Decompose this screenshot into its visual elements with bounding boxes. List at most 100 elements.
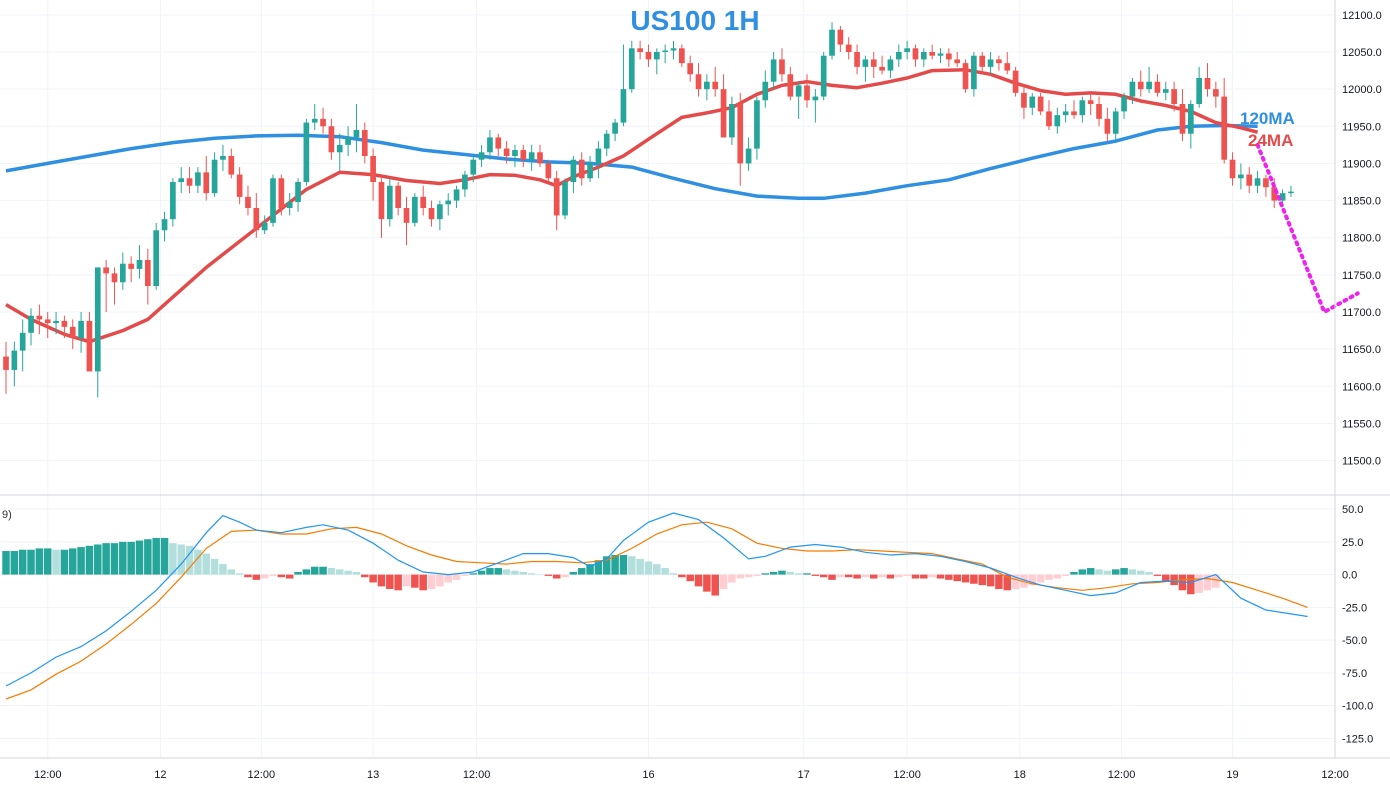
candle-body	[445, 200, 452, 205]
macd-histogram-bar	[1170, 574, 1178, 586]
macd-histogram-bar	[936, 574, 945, 579]
candle-body	[228, 156, 235, 175]
macd-histogram-bar	[844, 574, 853, 578]
price-tick-label: 11850.0	[1342, 196, 1381, 208]
candle-body	[503, 148, 510, 156]
candle-body	[94, 267, 101, 372]
candle-body	[1263, 178, 1269, 188]
candle	[128, 256, 134, 283]
candle-body	[145, 260, 151, 286]
macd-histogram-bar	[953, 574, 961, 582]
macd-histogram-bar	[661, 568, 669, 575]
candle	[220, 144, 226, 171]
macd-histogram-bar	[194, 549, 202, 575]
candle	[153, 222, 160, 290]
candle-body	[1213, 89, 1219, 97]
candle	[261, 215, 268, 234]
candle-body	[69, 326, 76, 338]
candle-body	[1246, 174, 1253, 186]
macd-histogram-bar	[761, 573, 770, 575]
candle-body	[470, 159, 477, 175]
candle-body	[170, 182, 176, 220]
candle-body	[870, 59, 877, 67]
macd-histogram-bar	[794, 573, 803, 575]
time-tick-label: 12:00	[34, 769, 62, 781]
macd-histogram-bar	[244, 574, 252, 578]
macd-histogram-bar	[836, 574, 845, 578]
macd-histogram-bar	[35, 548, 44, 575]
candle-body	[1104, 118, 1111, 134]
candle-body	[770, 59, 777, 82]
macd-histogram-bar	[861, 574, 870, 578]
macd-tick-label: -125.0	[1342, 733, 1373, 745]
candle-body	[795, 85, 802, 97]
macd-histogram-bar	[602, 556, 611, 575]
candle-body	[562, 182, 568, 216]
candle	[228, 148, 235, 179]
candle-body	[1187, 104, 1194, 134]
candle-body	[520, 150, 527, 160]
macd-histogram-bar	[85, 545, 94, 575]
candle	[1129, 78, 1136, 104]
time-tick-label: 12:00	[463, 769, 491, 781]
candle-body	[261, 222, 268, 231]
candle	[353, 104, 360, 153]
candle	[1171, 81, 1177, 112]
macd-histogram-bar	[1011, 574, 1020, 590]
candle	[812, 89, 819, 123]
candle-body	[386, 185, 393, 220]
macd-histogram-bar	[77, 547, 85, 575]
candle-body	[578, 159, 585, 179]
candle	[103, 260, 109, 312]
macd-histogram-bar	[803, 573, 811, 575]
macd-histogram-bar	[911, 574, 920, 579]
macd-histogram-bar	[903, 574, 911, 576]
candle	[520, 144, 527, 168]
macd-histogram-bar	[43, 548, 52, 575]
ma120-line	[5, 123, 1258, 201]
candle	[328, 118, 335, 160]
macd-histogram-bar	[18, 549, 27, 575]
macd-histogram-bar	[202, 553, 211, 575]
candle-body	[128, 263, 134, 269]
macd-histogram-bar	[986, 574, 995, 587]
candle	[1004, 52, 1011, 75]
macd-histogram-bar	[127, 541, 135, 575]
candle-body	[1029, 96, 1036, 108]
candle	[612, 118, 618, 142]
candle	[1146, 66, 1152, 93]
candle-body	[186, 178, 193, 186]
candle-body	[545, 163, 552, 179]
candle-body	[679, 48, 685, 64]
candle	[528, 144, 535, 171]
macd-histogram-bar	[819, 574, 828, 578]
candle-body	[603, 133, 610, 149]
macd-histogram-bar	[461, 574, 469, 576]
time-tick-label: 19	[1226, 769, 1238, 781]
macd-tick-label: 25.0	[1342, 537, 1363, 549]
time-tick-label: 17	[798, 769, 810, 781]
candle	[478, 144, 485, 168]
macd-histogram-bar	[52, 549, 60, 575]
candle	[428, 200, 435, 227]
candle-body	[1121, 96, 1127, 112]
macd-histogram-bar	[928, 574, 936, 578]
candle-body	[595, 148, 602, 164]
macd-histogram-bar	[1111, 569, 1120, 575]
candle-body	[403, 208, 410, 223]
candle-body	[1137, 81, 1144, 90]
candle	[412, 193, 418, 227]
candle-body	[311, 118, 318, 123]
macd-histogram-bar	[427, 574, 436, 590]
candle	[979, 52, 986, 75]
macd-histogram-bar	[235, 573, 244, 575]
candle	[879, 55, 885, 75]
candle-body	[804, 85, 810, 101]
candle-body	[712, 81, 719, 90]
candle	[386, 178, 393, 227]
candle-body	[345, 137, 351, 145]
macd-histogram-bar	[1028, 574, 1037, 586]
macd-histogram-bar	[419, 574, 427, 591]
candle	[620, 44, 627, 127]
candle-body	[412, 196, 418, 223]
